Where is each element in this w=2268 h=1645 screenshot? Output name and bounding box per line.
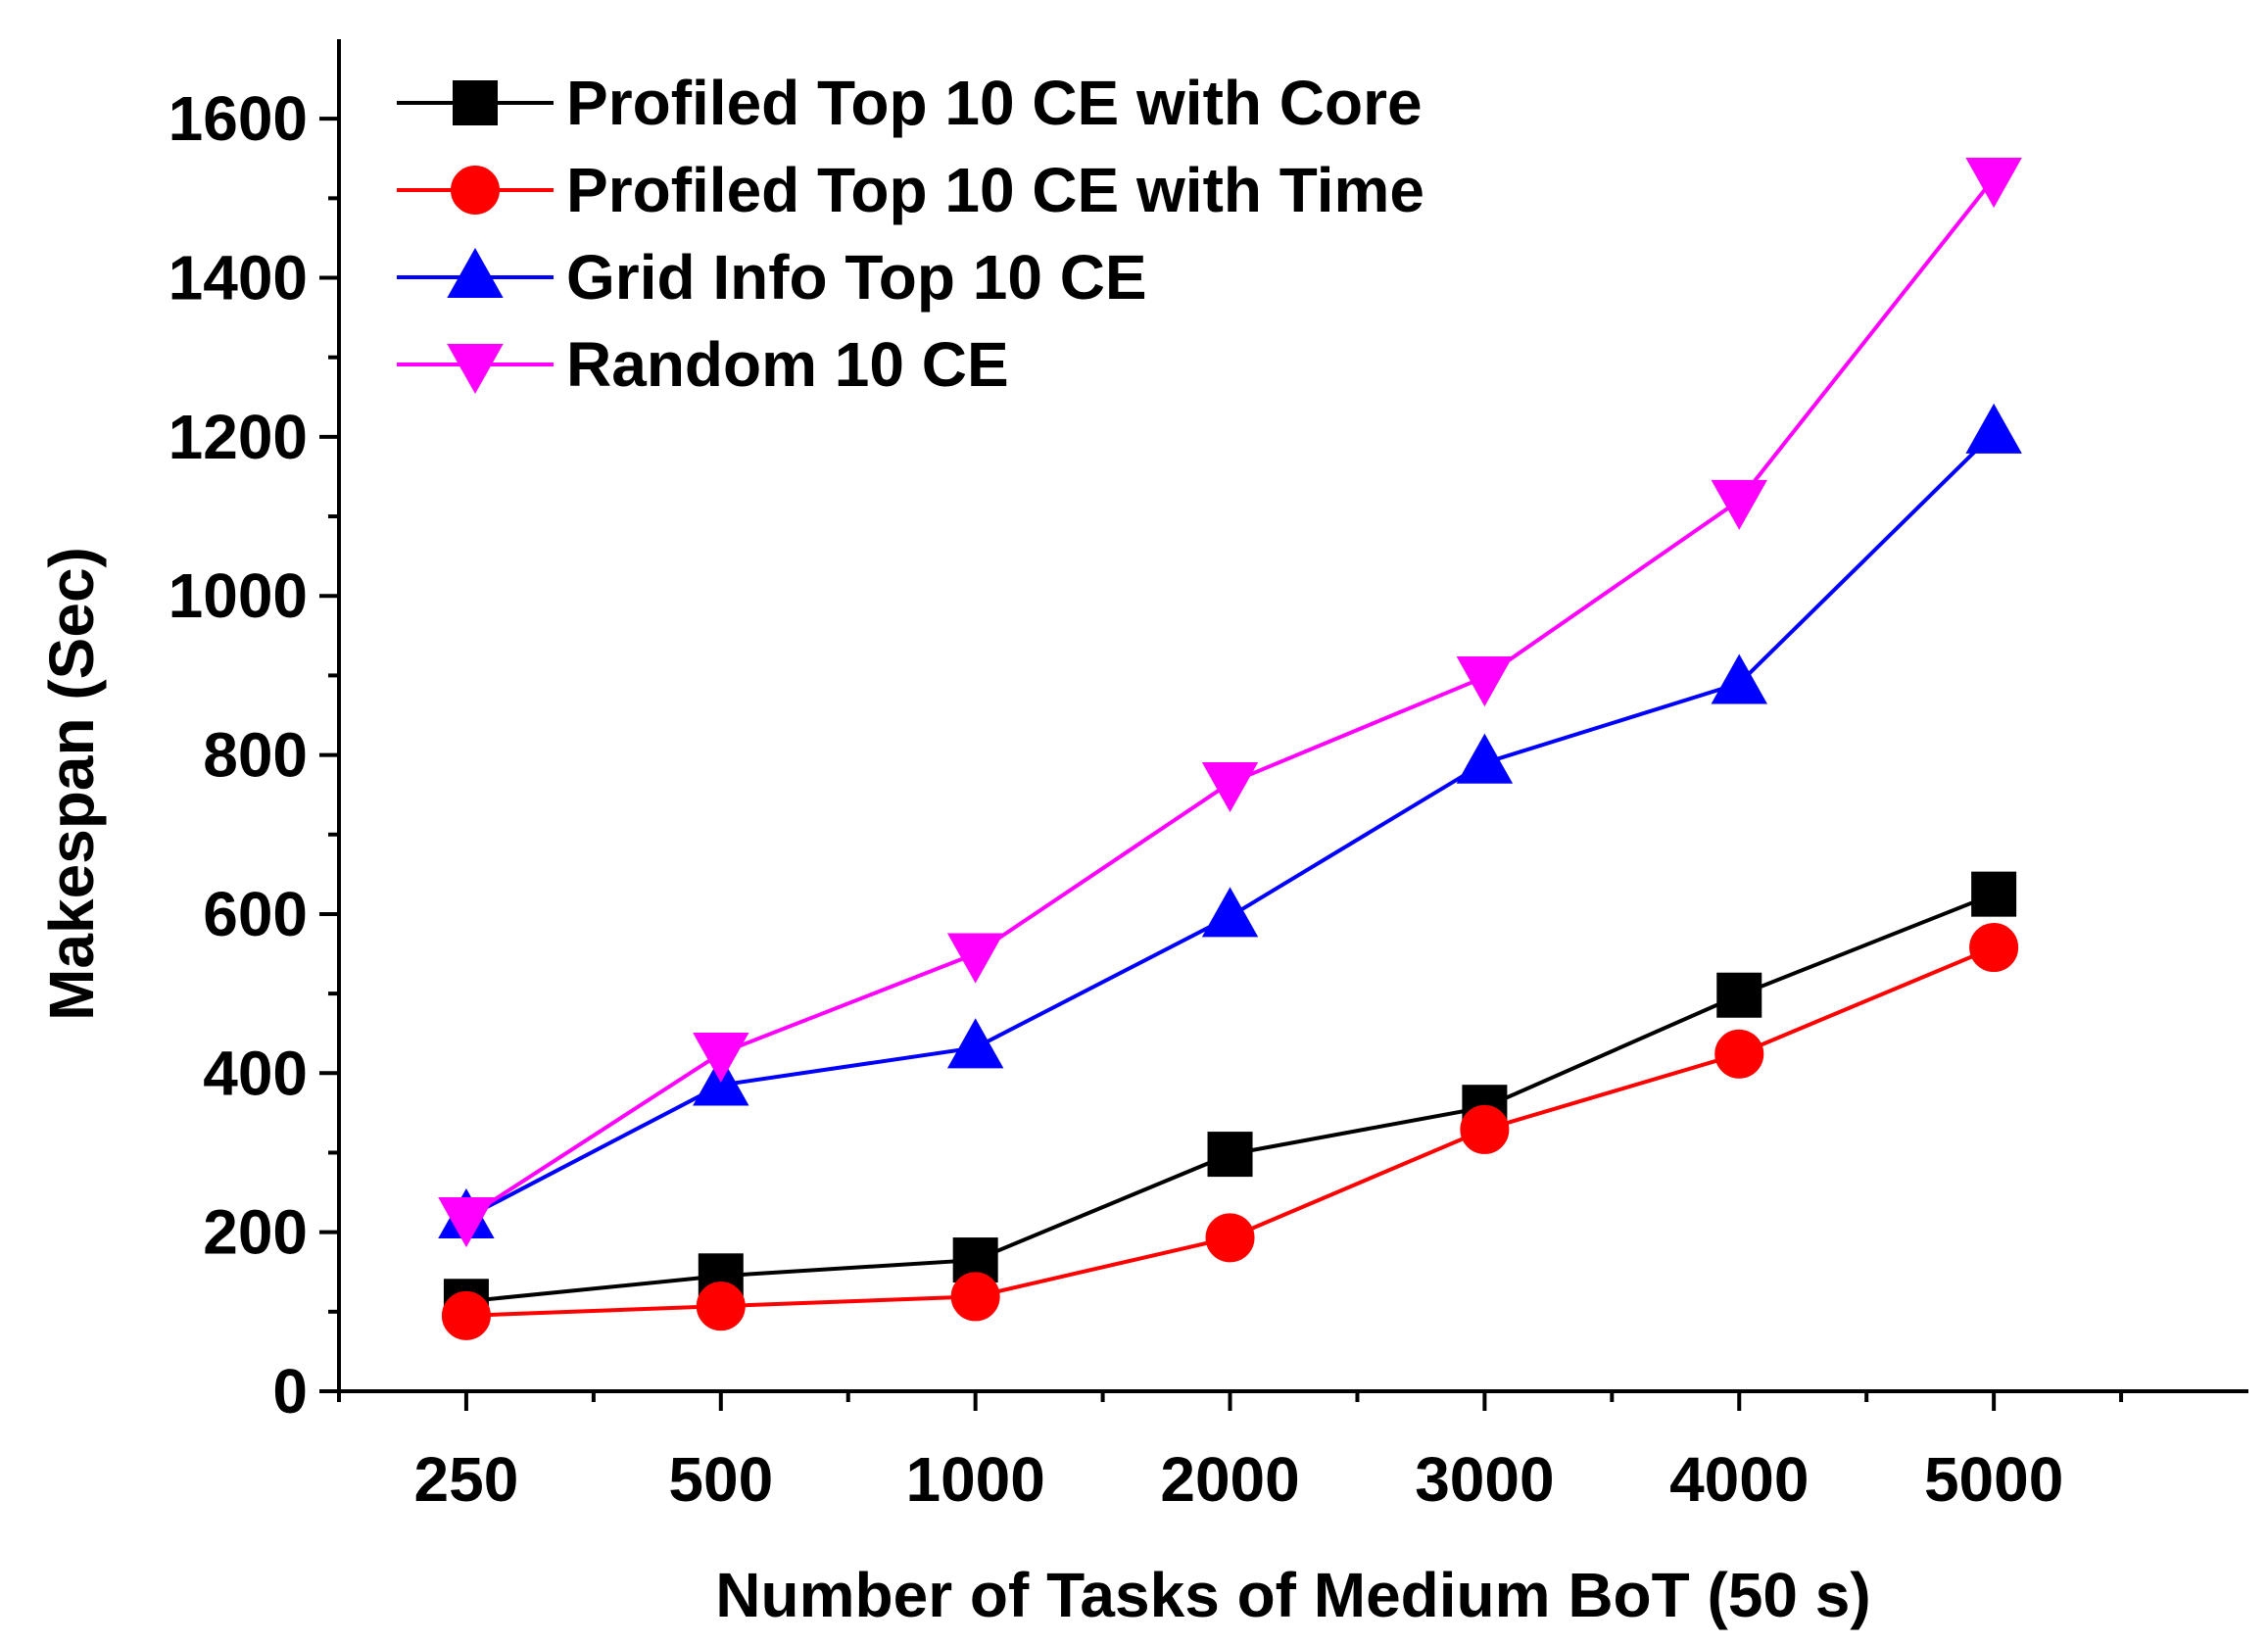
y-ticks: 0 200 400 600 800 1000 1200 1400 1600 [169,83,339,1427]
data-point [1201,887,1259,938]
legend-item: Profiled Top 10 CE with Core [397,68,1423,138]
data-point [946,933,1004,984]
data-point [1969,923,2019,973]
data-point [693,1033,749,1084]
legend-item: Random 10 CE [397,329,1009,400]
x-tick-label: 4000 [1669,1444,1809,1515]
x-axis-title: Number of Tasks of Medium BoT (50 s) [715,1560,1870,1630]
x-tick-label: 3000 [1415,1444,1554,1515]
data-point [1205,1213,1255,1263]
legend-label: Profiled Top 10 CE with Core [566,68,1423,138]
legend-item: Profiled Top 10 CE with Time [397,155,1424,225]
y-tick-label: 600 [203,879,308,949]
y-tick-label: 400 [203,1038,308,1108]
data-point [438,1197,495,1248]
y-tick-label: 1400 [169,243,308,314]
data-point [1716,972,1762,1018]
y-tick-label: 1000 [169,560,308,631]
y-tick-label: 0 [272,1356,308,1427]
axes [337,39,2248,1393]
series-2 [441,923,2019,1340]
data-point [950,1272,1000,1322]
data-point [1456,656,1514,707]
data-point [1201,762,1259,813]
y-axis-title: Makespan (Sec) [36,547,107,1021]
series-line [465,431,1996,1220]
legend-marker [453,80,498,125]
legend-label: Grid Info Top 10 CE [566,242,1147,313]
series-3 [438,403,2022,1239]
x-tick-label: 1000 [905,1444,1044,1515]
legend-marker [447,247,504,298]
legend-label: Random 10 CE [566,329,1009,400]
data-point [1711,653,1767,704]
data-point [1456,733,1514,784]
x-ticks: 250 500 1000 2000 3000 4000 5000 [337,1391,2124,1515]
data-point [1971,871,2017,917]
legend: Profiled Top 10 CE with Core Profiled Top… [397,68,1424,400]
series-layer [438,158,2022,1340]
y-tick-label: 800 [203,720,308,791]
data-point [1711,479,1767,530]
x-tick-label: 250 [414,1444,519,1515]
legend-marker [451,166,500,215]
y-tick-label: 200 [203,1197,308,1268]
y-tick-label: 1600 [169,83,308,154]
x-tick-label: 500 [668,1444,773,1515]
data-point [946,1018,1004,1069]
data-point [1965,158,2022,209]
legend-marker [447,344,504,395]
data-point [441,1290,491,1340]
x-tick-label: 2000 [1160,1444,1299,1515]
y-tick-label: 1200 [169,402,308,472]
legend-item: Grid Info Top 10 CE [397,242,1147,313]
data-point [1714,1029,1764,1079]
series-4 [438,158,2022,1248]
data-point [1207,1132,1253,1178]
data-point [1965,403,2022,454]
x-tick-label: 5000 [1924,1444,2063,1515]
data-point [696,1282,746,1331]
legend-label: Profiled Top 10 CE with Time [566,155,1424,225]
data-point [1460,1104,1510,1154]
